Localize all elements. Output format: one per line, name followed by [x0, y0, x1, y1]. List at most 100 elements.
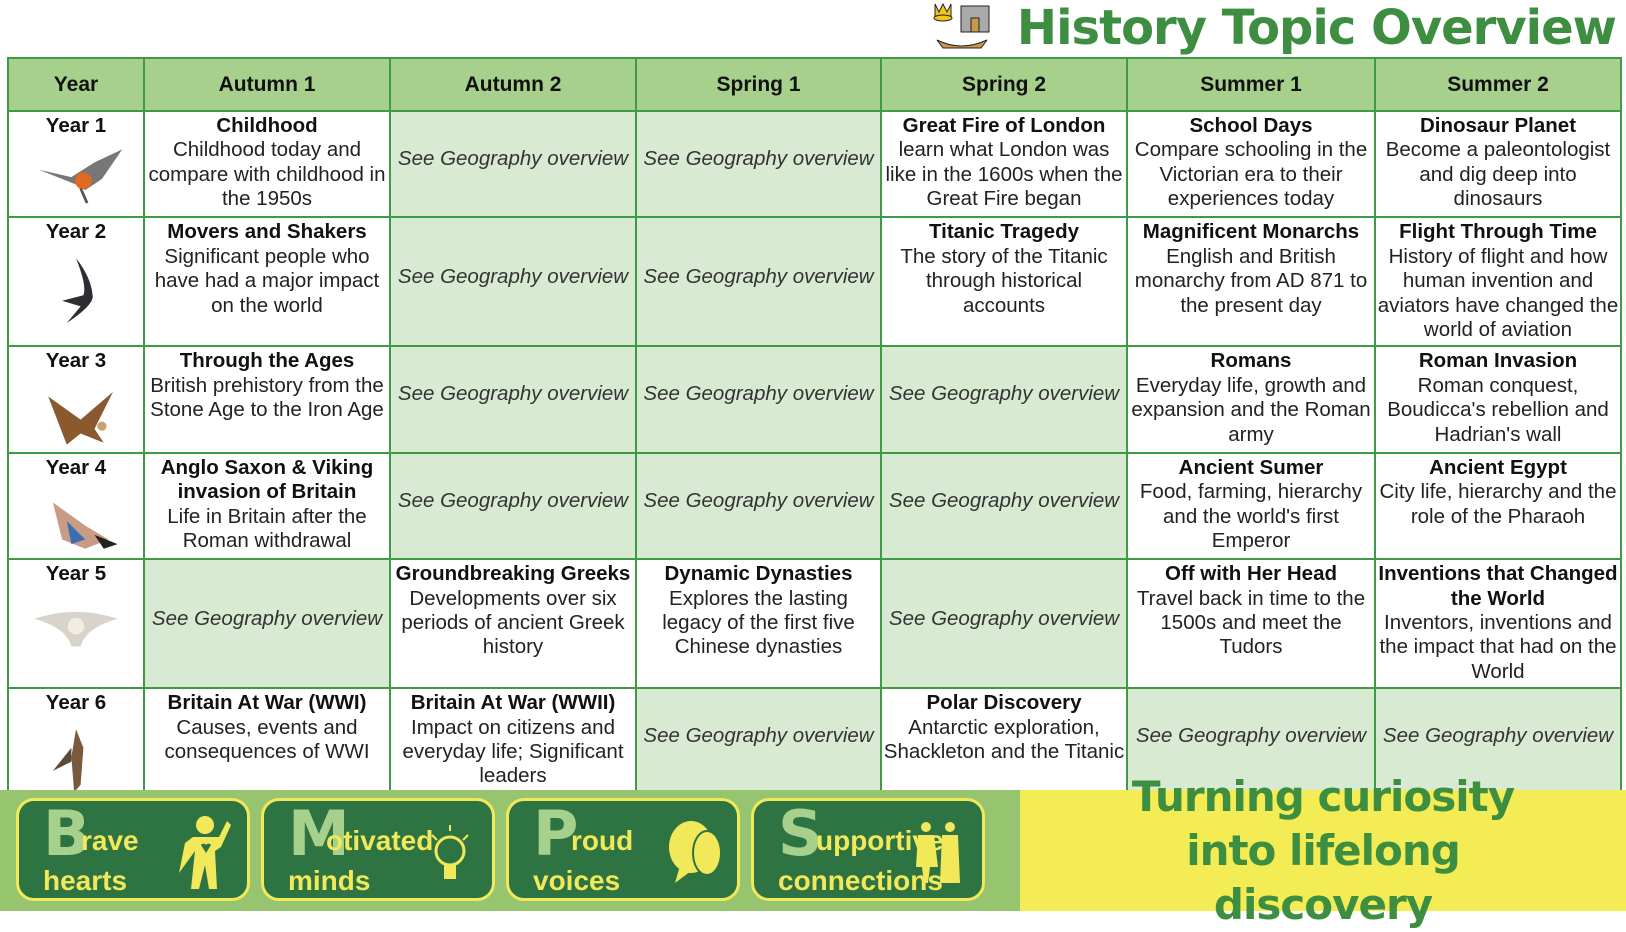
topic-title: Magnificent Monarchs: [1142, 220, 1360, 244]
topic-description: Significant people who have had a major …: [154, 244, 380, 317]
topic-title: Dynamic Dynasties: [664, 562, 853, 586]
column-header-spring-2: Spring 2: [880, 57, 1128, 112]
topic-description: City life, hierarchy and the role of the…: [1379, 480, 1617, 528]
topic-title: Titanic Tragedy: [928, 220, 1079, 244]
page-header: History Topic Overview: [931, 0, 1617, 56]
year-cell: Year 4: [7, 451, 145, 561]
topic-title: Movers and Shakers: [167, 220, 367, 244]
robin-icon: [39, 149, 123, 205]
topic-description: Explores the lasting legacy of the first…: [662, 586, 855, 659]
geography-cell: See Geography overview: [635, 216, 882, 348]
motto-panel: Turning curiosity into lifelong discover…: [1020, 772, 1626, 929]
topic-description: Impact on citizens and everyday life; Si…: [402, 715, 624, 788]
value-word-2: voices: [533, 865, 621, 896]
column-header-autumn-2: Autumn 2: [389, 57, 637, 112]
topic-description: History of flight and how human inventio…: [1377, 244, 1619, 342]
topic-description: Compare schooling in the Victorian era t…: [1134, 138, 1368, 211]
geography-note: See Geography overview: [397, 488, 629, 512]
header-row: Year Autumn 1 Autumn 2 Spring 1 Spring 2 Summ…: [7, 57, 1622, 112]
topic-cell: Inventions that Changed the World Invento…: [1374, 558, 1622, 690]
geography-cell: See Geography overview: [389, 345, 637, 454]
page-title: History Topic Overview: [1016, 0, 1617, 56]
topic-title: Groundbreaking Greeks: [395, 562, 631, 586]
value-word-1: roud: [571, 825, 634, 856]
year-cell: Year 3: [7, 345, 145, 454]
topic-cell: Britain At War (WWI) Causes, events and c…: [143, 687, 391, 796]
topic-description: Childhood today and compare with childho…: [148, 138, 386, 211]
topic-description: Inventors, inventions and the impact tha…: [1379, 611, 1617, 683]
year-label: Year 5: [45, 562, 107, 586]
topic-cell: Ancient Egypt City life, hierarchy and th…: [1374, 451, 1622, 561]
geography-note: See Geography overview: [888, 488, 1120, 512]
topic-cell: Great Fire of London learn what London wa…: [880, 109, 1128, 219]
topic-description: Antarctic exploration, Shackleton and th…: [883, 715, 1125, 764]
table-row: Year 6 Britain At War (WWI) Causes, events…: [7, 687, 1622, 796]
value-word-2: connections: [778, 865, 943, 896]
topic-cell: Anglo Saxon & Viking invasion of Britain…: [143, 451, 391, 561]
topic-description: Travel back in time to the 1500s and mee…: [1136, 586, 1366, 659]
year-cell: Year 5: [7, 558, 145, 690]
geography-cell: See Geography overview: [635, 687, 882, 796]
topic-cell: Titanic Tragedy The story of the Titanic …: [880, 216, 1128, 348]
year-cell: Year 6: [7, 687, 145, 796]
topic-title: Great Fire of London: [902, 114, 1106, 137]
motto: Turning curiosity into lifelong discover…: [1131, 771, 1515, 929]
value-word-1: otivated: [326, 825, 434, 856]
topic-title: Polar Discovery: [926, 691, 1082, 715]
column-header-year: Year: [7, 57, 145, 112]
topic-title: Roman Invasion: [1418, 349, 1578, 373]
value-initial: P: [533, 797, 579, 870]
geography-note: See Geography overview: [397, 382, 629, 406]
topic-description: The story of the Titanic through histori…: [900, 244, 1108, 317]
geography-note: See Geography overview: [151, 606, 383, 630]
year-label: Year 4: [45, 455, 107, 479]
topic-cell: Groundbreaking Greeks Developments over s…: [389, 558, 637, 690]
value-word-2: minds: [288, 865, 371, 896]
topic-cell: Romans Everyday life, growth and expansio…: [1126, 345, 1376, 454]
topic-table: Year Autumn 1 Autumn 2 Spring 1 Spring 2 Summ…: [7, 57, 1622, 796]
topic-cell: Britain At War (WWII) Impact on citizens …: [389, 687, 637, 796]
speech-bubbles-icon: [669, 821, 722, 883]
value-word-1: rave: [81, 825, 139, 856]
superhero-heart-icon: [179, 816, 231, 889]
column-header-summer-2: Summer 2: [1374, 57, 1622, 112]
geography-note: See Geography overview: [643, 382, 874, 406]
topic-title: School Days: [1189, 114, 1313, 137]
topic-title: Britain At War (WWII): [410, 691, 616, 715]
topic-cell: Off with Her Head Travel back in time to …: [1126, 558, 1376, 690]
table-row: Year 1 Childhood Childhood today and compa…: [7, 109, 1622, 219]
topic-cell: Through the Ages British prehistory from …: [143, 345, 391, 454]
value-initial: B: [43, 797, 91, 870]
swift-icon: [62, 258, 93, 323]
geography-note: See Geography overview: [1382, 724, 1614, 748]
geography-note: See Geography overview: [643, 724, 874, 748]
topic-title: Ancient Sumer: [1178, 455, 1324, 479]
geography-note: See Geography overview: [888, 382, 1120, 406]
geography-cell: See Geography overview: [389, 451, 637, 561]
topic-description: Food, farming, hierarchy and the world's…: [1139, 480, 1363, 553]
geography-note: See Geography overview: [643, 488, 874, 512]
geography-cell: See Geography overview: [1126, 687, 1376, 796]
crown-castle-longship-icon: [933, 2, 990, 49]
topic-description: Everyday life, growth and expansion and …: [1131, 373, 1371, 446]
topic-title: Inventions that Changed the World: [1378, 562, 1618, 610]
geography-cell: See Geography overview: [880, 558, 1128, 690]
geography-cell: See Geography overview: [389, 109, 637, 219]
table-row: Year 4 Anglo Saxon & Viking invasion of B…: [7, 451, 1622, 561]
year-label: Year 1: [45, 114, 107, 137]
topic-title: Dinosaur Planet: [1419, 114, 1577, 137]
topic-cell: Ancient Sumer Food, farming, hierarchy an…: [1126, 451, 1376, 561]
value-initial: S: [778, 797, 823, 870]
geography-note: See Geography overview: [1135, 724, 1367, 748]
topic-description: British prehistory from the Stone Age to…: [150, 373, 384, 422]
topic-title: Romans: [1210, 349, 1292, 373]
jay-icon: [52, 502, 118, 549]
skylark-icon: [48, 391, 113, 445]
geography-cell: See Geography overview: [635, 451, 882, 561]
geography-cell: See Geography overview: [880, 451, 1128, 561]
table-row: Year 5 See Geography overview Groundbreaki…: [7, 558, 1622, 690]
barn-owl-icon: [34, 611, 118, 647]
